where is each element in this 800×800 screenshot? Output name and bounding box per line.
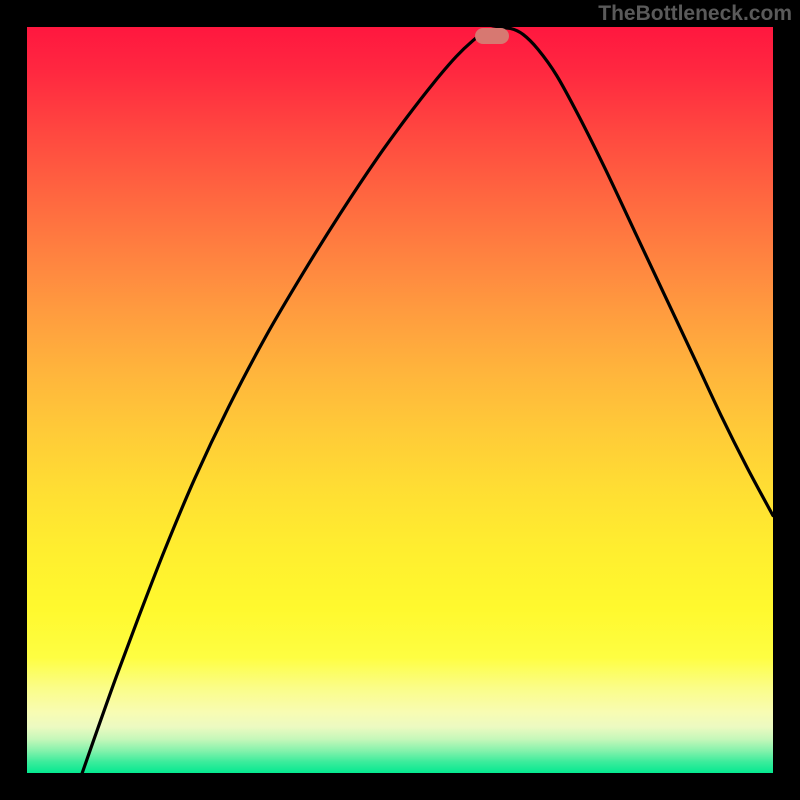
- plot-area: [27, 27, 773, 773]
- watermark-text: TheBottleneck.com: [598, 2, 792, 26]
- chart-container: TheBottleneck.com: [0, 0, 800, 800]
- optimal-marker: [475, 28, 509, 44]
- bottleneck-curve: [27, 27, 773, 773]
